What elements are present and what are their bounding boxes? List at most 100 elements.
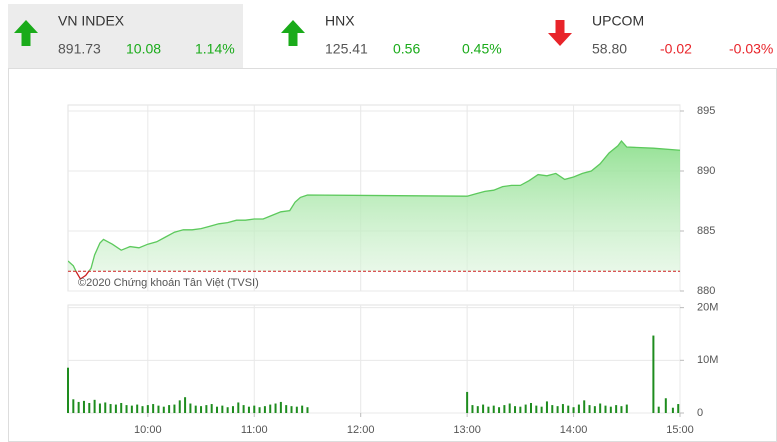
- volume-bar: [168, 405, 171, 413]
- volume-bar: [67, 367, 69, 413]
- volume-bar: [125, 405, 128, 413]
- y-tick-label: 10M: [697, 354, 718, 366]
- x-tick-label: 14:00: [560, 424, 588, 436]
- volume-bar: [205, 405, 208, 413]
- volume-bar: [141, 406, 144, 413]
- volume-bar: [567, 405, 570, 413]
- volume-bar: [306, 407, 309, 413]
- y-tick-label: 880: [697, 285, 715, 297]
- index-arrow: [281, 20, 305, 46]
- y-tick-label: 895: [697, 105, 715, 117]
- x-tick-label: 11:00: [241, 424, 268, 436]
- volume-bar: [72, 399, 75, 413]
- volume-bar: [498, 407, 501, 413]
- y-tick-label: 0: [697, 407, 703, 419]
- index-name: HNX: [325, 13, 355, 29]
- volume-bar: [615, 405, 618, 413]
- index-arrow: [14, 20, 38, 46]
- volume-bar: [184, 397, 187, 413]
- index-value: 891.73: [58, 41, 101, 57]
- index-change: -0.02: [660, 41, 692, 57]
- volume-bar: [471, 405, 474, 413]
- index-value: 125.41: [325, 41, 368, 57]
- volume-bar: [524, 404, 527, 413]
- active-tile-bg: [8, 4, 243, 68]
- volume-bar: [226, 407, 229, 413]
- volume-bar: [508, 403, 511, 413]
- volume-bar: [152, 404, 155, 413]
- y-tick-label: 20M: [697, 302, 718, 314]
- index-name: UPCOM: [592, 13, 644, 29]
- volume-bar: [237, 402, 240, 413]
- volume-bar: [604, 405, 607, 413]
- volume-bar: [540, 406, 543, 413]
- volume-bar: [120, 402, 123, 413]
- volume-bar: [274, 403, 277, 413]
- volume-bar: [466, 391, 469, 413]
- price-line: [68, 139, 680, 272]
- volume-bar: [572, 407, 575, 413]
- index-change: 0.56: [393, 41, 420, 57]
- volume-bar: [285, 405, 288, 413]
- volume-bar: [301, 405, 304, 413]
- volume-bar: [114, 404, 117, 413]
- volume-bar: [221, 405, 224, 413]
- index-change-percent: -0.03%: [729, 41, 773, 57]
- volume-bar: [77, 401, 80, 413]
- volume-bar: [482, 404, 485, 413]
- volume-bar: [194, 405, 197, 413]
- volume-bar: [492, 405, 495, 413]
- volume-bar: [561, 404, 564, 413]
- volume-bar: [535, 405, 538, 413]
- y-tick-label: 885: [697, 225, 715, 237]
- y-tick-label: 890: [697, 165, 715, 177]
- volume-bar: [104, 402, 107, 413]
- arrow-shape: [548, 20, 572, 46]
- volume-bar: [173, 404, 176, 413]
- volume-bar: [130, 405, 133, 413]
- arrow-shape: [281, 20, 305, 46]
- index-arrow: [548, 20, 572, 46]
- volume-bar: [677, 404, 680, 413]
- volume-bar: [664, 398, 667, 413]
- index-change-percent: 0.45%: [462, 41, 502, 57]
- volume-bar: [620, 406, 623, 413]
- volume-bar: [136, 404, 139, 413]
- volume-bar: [157, 405, 160, 413]
- index-change-percent: 1.14%: [195, 41, 235, 57]
- volume-bar: [269, 404, 272, 413]
- index-name: VN INDEX: [58, 13, 125, 29]
- volume-bar: [279, 401, 282, 413]
- volume-bar: [519, 406, 522, 413]
- volume-bar: [577, 404, 580, 413]
- volume-bar: [652, 335, 655, 413]
- volume-bar: [216, 406, 219, 413]
- volume-bar: [476, 406, 479, 413]
- volume-bar: [210, 404, 213, 413]
- volume-bar: [609, 406, 612, 413]
- copyright-annotation: ©2020 Chứng khoán Tân Việt (TVSI): [78, 277, 259, 289]
- x-tick-label: 13:00: [453, 424, 481, 436]
- volume-bar: [583, 400, 586, 413]
- volume-bar: [88, 402, 91, 413]
- volume-bar: [556, 406, 559, 413]
- arrow-shape: [14, 20, 38, 46]
- volume-bar: [82, 400, 85, 413]
- panel-frame: [67, 304, 681, 414]
- volume-bar: [514, 406, 517, 413]
- volume-bar: [599, 403, 602, 413]
- volume-bar: [545, 401, 548, 413]
- volume-bar: [290, 406, 293, 413]
- volume-bar: [657, 406, 660, 413]
- volume-bar: [593, 406, 596, 413]
- volume-bar: [242, 405, 245, 413]
- volume-bar: [93, 399, 96, 413]
- volume-bar: [247, 406, 250, 413]
- volume-bar: [295, 406, 298, 413]
- volume-bar: [551, 405, 554, 413]
- volume-bar: [98, 403, 101, 413]
- volume-bar: [109, 404, 112, 413]
- volume-bar: [529, 402, 532, 413]
- volume-bar: [200, 406, 203, 413]
